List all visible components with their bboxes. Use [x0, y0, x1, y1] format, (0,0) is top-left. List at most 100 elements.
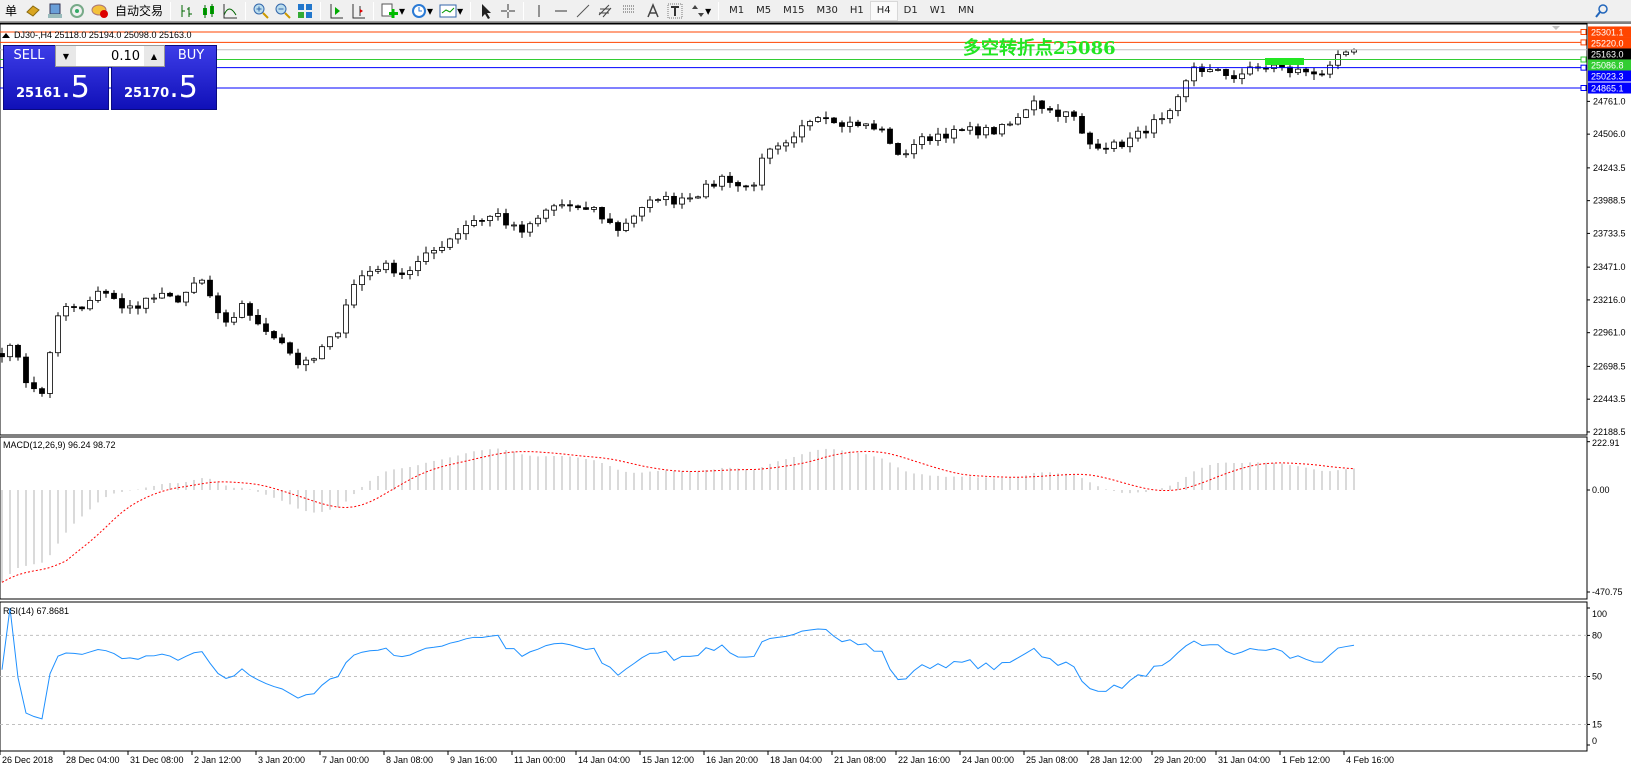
trendline-icon[interactable] — [572, 1, 594, 21]
autotrade-icon[interactable] — [88, 1, 112, 21]
periodicity-icon[interactable]: ▾ — [408, 1, 436, 21]
separator — [523, 1, 525, 20]
bear-candle-body — [519, 224, 525, 233]
bear-candle-body — [1263, 67, 1269, 70]
buy-price: 25170.5 — [124, 70, 198, 105]
candle — [551, 203, 557, 216]
search-icon[interactable] — [1591, 1, 1613, 21]
bear-candle-body — [711, 183, 717, 187]
timeframe-m1[interactable]: M1 — [729, 5, 745, 16]
bar-chart-icon[interactable] — [175, 1, 197, 21]
timeframe-h1[interactable]: H1 — [849, 5, 864, 16]
candle — [47, 351, 53, 398]
vertical-line-icon[interactable] — [528, 1, 550, 21]
bull-candle-body — [807, 121, 813, 127]
lot-size-input[interactable] — [76, 46, 144, 66]
bear-candle-body — [943, 133, 949, 139]
bull-candle-body — [159, 292, 165, 299]
market-watch-icon[interactable] — [44, 1, 66, 21]
candle — [615, 220, 621, 237]
bear-candle-body — [823, 117, 829, 120]
bull-candle-body — [631, 215, 637, 224]
time-axis-label: 16 Jan 20:00 — [706, 755, 758, 765]
symbol-info: DJ30-,H4 25118.0 25194.0 25098.0 25163.0 — [14, 30, 191, 40]
tile-windows-icon[interactable] — [294, 1, 316, 21]
candlestick-icon[interactable] — [197, 1, 219, 21]
bear-candle-body — [1055, 109, 1061, 117]
timeframe-m5[interactable]: M5 — [756, 5, 772, 16]
bull-candle-body — [847, 121, 853, 127]
candle — [327, 336, 333, 350]
candle — [23, 353, 29, 388]
bull-candle-body — [695, 196, 701, 199]
timeframe-mn[interactable]: MN — [957, 5, 975, 16]
candle — [735, 180, 741, 192]
macd-signal-line — [1, 450, 1355, 583]
candle — [215, 292, 221, 320]
indicators-icon[interactable]: ▾ — [378, 1, 408, 21]
text-label-icon[interactable] — [664, 1, 686, 21]
crosshair-icon[interactable] — [497, 1, 519, 21]
cursor-icon[interactable] — [475, 1, 497, 21]
increase-lots-button[interactable]: ▲ — [144, 46, 164, 66]
candle — [767, 147, 773, 165]
candle — [927, 133, 933, 145]
zoom-out-icon[interactable] — [272, 1, 294, 21]
profile-icon[interactable] — [22, 1, 44, 21]
signals-icon[interactable] — [66, 1, 88, 21]
horizontal-line-icon[interactable] — [550, 1, 572, 21]
autotrade-button[interactable]: 自动交易 — [115, 4, 164, 18]
candle — [759, 153, 765, 191]
candle — [863, 123, 869, 129]
chart-shift-icon[interactable] — [347, 1, 369, 21]
separator — [170, 1, 172, 20]
decrease-lots-button[interactable]: ▼ — [56, 46, 76, 66]
price-axis-label: 22698.5 — [1593, 361, 1626, 371]
text-icon[interactable] — [642, 1, 664, 21]
bear-candle-body — [839, 122, 845, 127]
separator — [718, 1, 720, 20]
fibonacci-fan-icon[interactable] — [618, 1, 642, 21]
bull-candle-body — [191, 282, 197, 293]
menu-fragment[interactable]: 单 — [4, 4, 17, 18]
sell-price-fraction: .5 — [61, 70, 90, 105]
candle — [719, 174, 725, 191]
bull-candle-body — [791, 136, 797, 144]
arrows-icon[interactable]: ▾ — [686, 1, 714, 21]
bull-candle-body — [863, 123, 869, 127]
zoom-in-icon[interactable] — [250, 1, 272, 21]
time-axis-label: 3 Jan 20:00 — [258, 755, 305, 765]
bear-candle-body — [1047, 108, 1053, 111]
bear-candle-body — [1287, 66, 1293, 74]
time-axis-label: 4 Feb 16:00 — [1346, 755, 1394, 765]
toolbar: 单 自动交易 ▾ ▾ ▾ ▾ M1 M5 M15 M30 H1 H4 D1 W1 MN — [0, 0, 1631, 22]
level-marker — [1580, 39, 1587, 46]
bear-candle-body — [1071, 111, 1077, 117]
candle — [1111, 139, 1117, 152]
timeframe-m30[interactable]: M30 — [816, 5, 838, 16]
chart-window[interactable]: 24761.0 24506.0 24243.5 23988.5 23733.5 23471… — [0, 22, 1631, 772]
timeframe-w1[interactable]: W1 — [929, 5, 946, 16]
candle — [1047, 106, 1053, 114]
candle — [1119, 139, 1125, 149]
timeframe-h4[interactable]: H4 — [869, 0, 898, 21]
candle — [183, 291, 189, 307]
candle — [639, 206, 645, 222]
time-axis-label: 31 Jan 04:00 — [1218, 755, 1270, 765]
candle — [279, 333, 285, 345]
line-chart-icon[interactable] — [219, 1, 241, 21]
autoscroll-icon[interactable] — [325, 1, 347, 21]
templates-icon[interactable]: ▾ — [436, 1, 466, 21]
lot-size-stepper[interactable]: ▼ ▲ — [55, 45, 165, 67]
bull-candle-body — [719, 175, 725, 187]
candle — [519, 221, 525, 238]
candle — [471, 215, 477, 228]
candle — [975, 123, 981, 139]
rsi-axis-label: 0 — [1592, 736, 1597, 746]
timeframe-d1[interactable]: D1 — [903, 5, 918, 16]
timeframe-m15[interactable]: M15 — [783, 5, 805, 16]
rsi-line — [1, 607, 1355, 720]
fibonacci-expansion-icon[interactable] — [594, 1, 618, 21]
bull-candle-body — [1191, 66, 1197, 82]
bull-candle-body — [1151, 119, 1157, 134]
